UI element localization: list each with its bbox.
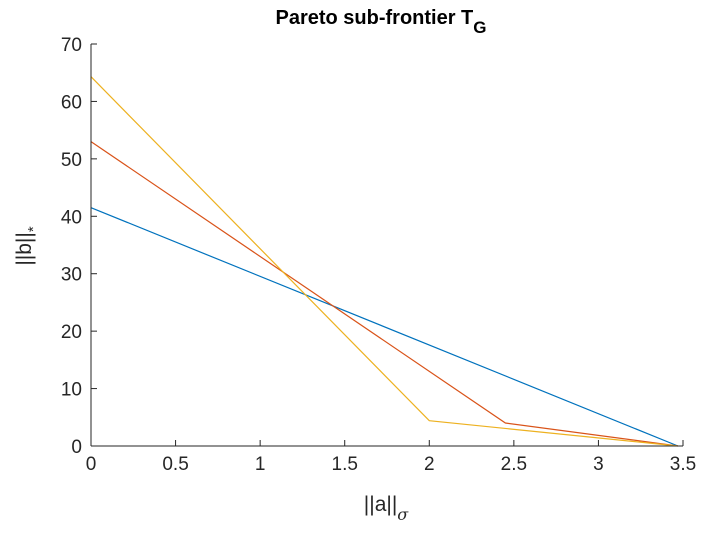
x-axis-label-text: ||a|| xyxy=(364,493,398,516)
x-tick-label: 2 xyxy=(424,454,435,475)
chart-title-text: Pareto sub-frontier T xyxy=(275,7,473,29)
y-tick-label: 50 xyxy=(61,150,82,171)
chart-title-subscript: G xyxy=(473,18,486,37)
ticks-layer: 0 0.5 1 1.5 2 2.5 3 3.5 0 10 20 30 40 50 60 70 xyxy=(61,35,696,475)
series-line-3 xyxy=(90,76,678,447)
x-axis-label: ||a||σ xyxy=(364,493,410,524)
chart-title: Pareto sub-frontier TG xyxy=(275,7,486,37)
y-axis-label: ||b||* xyxy=(13,226,42,266)
x-tick-label: 1 xyxy=(255,454,266,475)
series-line-2 xyxy=(90,141,679,447)
y-tick-label: 70 xyxy=(61,35,82,56)
x-axis-label-subscript: σ xyxy=(397,505,409,524)
x-tick-label: 3.5 xyxy=(670,454,696,475)
axes-layer xyxy=(90,44,683,447)
y-tick-label: 20 xyxy=(61,322,82,343)
series-layer xyxy=(90,76,679,447)
y-tick-label: 60 xyxy=(61,92,82,113)
x-tick-label: 3 xyxy=(593,454,604,475)
x-tick-label: 0 xyxy=(86,454,97,475)
x-tick-label: 1.5 xyxy=(332,454,358,475)
y-axis-label-subscript: * xyxy=(25,226,42,232)
y-tick-label: 10 xyxy=(61,380,82,401)
y-axis-label-text: ||b|| xyxy=(13,232,36,266)
series-line-1 xyxy=(90,207,679,447)
y-tick-label: 40 xyxy=(61,207,82,228)
y-tick-label: 30 xyxy=(61,265,82,286)
y-tick-label: 0 xyxy=(71,437,82,458)
x-tick-label: 0.5 xyxy=(162,454,188,475)
x-tick-label: 2.5 xyxy=(501,454,527,475)
